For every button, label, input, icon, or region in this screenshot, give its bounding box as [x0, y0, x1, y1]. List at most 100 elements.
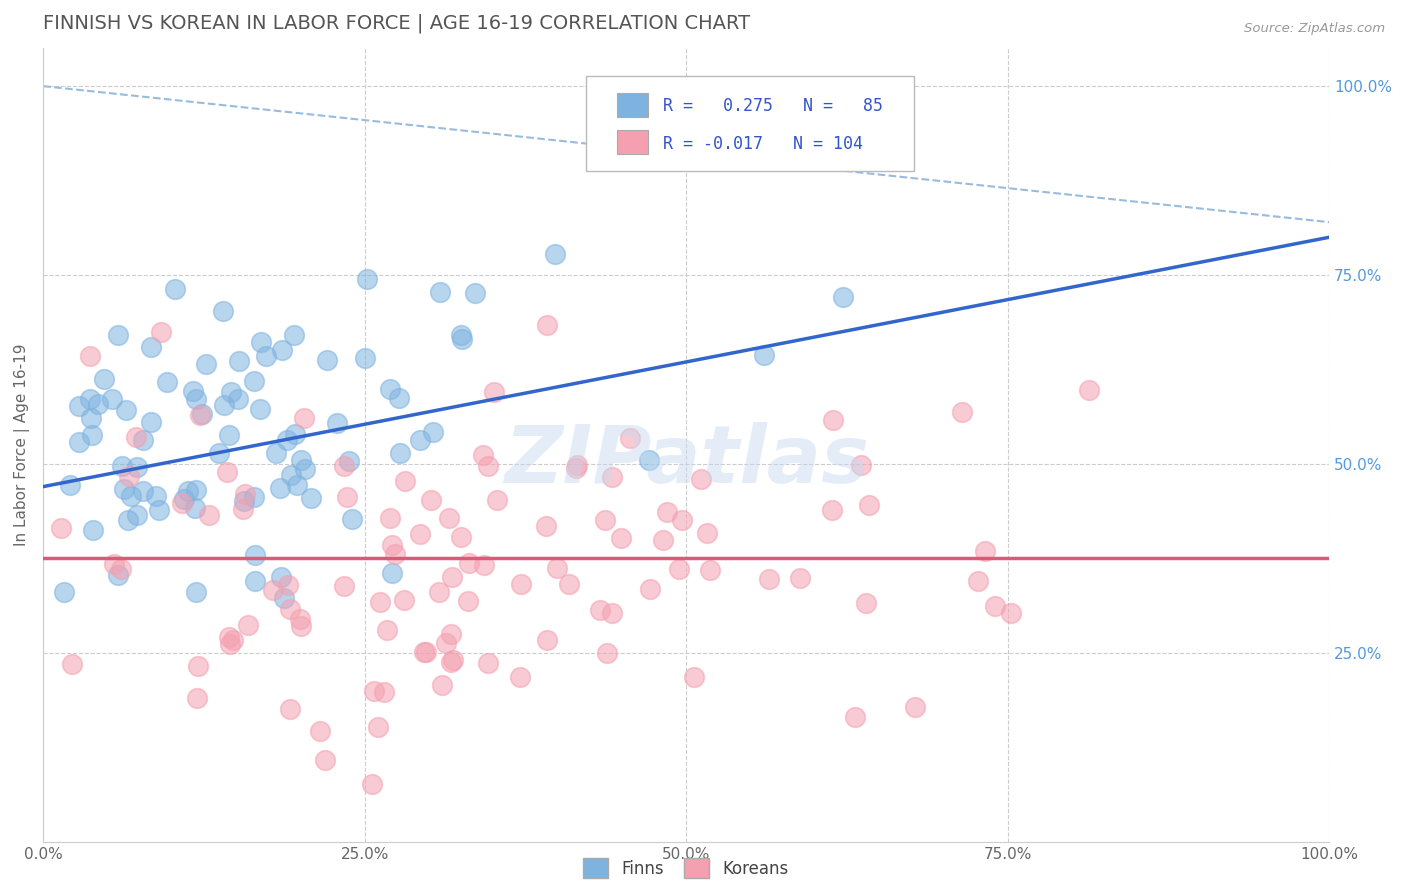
Point — [564, 461, 586, 475]
Point — [544, 246, 567, 260]
Point — [249, 401, 271, 416]
Point — [79, 392, 101, 407]
Point — [855, 596, 877, 610]
Point — [269, 481, 291, 495]
Point — [389, 445, 412, 459]
Point — [290, 619, 312, 633]
Point — [657, 505, 679, 519]
Point — [482, 384, 505, 399]
Point — [457, 594, 479, 608]
Point — [409, 434, 432, 448]
Point — [117, 513, 139, 527]
Point — [565, 458, 588, 472]
Point — [430, 678, 453, 692]
Point — [413, 645, 436, 659]
Point — [277, 578, 299, 592]
Point — [333, 459, 356, 474]
Point — [851, 458, 873, 473]
Point — [243, 490, 266, 504]
Point — [457, 556, 479, 570]
Point — [437, 511, 460, 525]
Point — [283, 328, 305, 343]
Point — [218, 630, 240, 644]
Point — [325, 416, 347, 430]
Point — [103, 557, 125, 571]
Point — [132, 433, 155, 447]
Point — [290, 452, 312, 467]
Point — [184, 585, 207, 599]
Point — [125, 430, 148, 444]
Point — [758, 572, 780, 586]
Point — [184, 483, 207, 498]
Point — [188, 408, 211, 422]
Point — [52, 585, 75, 599]
Point — [314, 753, 336, 767]
Point — [696, 525, 718, 540]
Point — [250, 334, 273, 349]
Point — [420, 493, 443, 508]
FancyBboxPatch shape — [586, 76, 914, 171]
Point — [288, 613, 311, 627]
Point — [170, 496, 193, 510]
Point — [415, 645, 437, 659]
Text: R = -0.017   N = 104: R = -0.017 N = 104 — [664, 135, 863, 153]
Point — [80, 428, 103, 442]
Point — [107, 327, 129, 342]
Point — [600, 606, 623, 620]
Point — [593, 513, 616, 527]
Point — [394, 593, 416, 607]
Point — [177, 484, 200, 499]
Point — [145, 489, 167, 503]
Point — [904, 700, 927, 714]
Point — [173, 491, 195, 506]
Point — [208, 446, 231, 460]
Point — [367, 720, 389, 734]
Point — [294, 461, 316, 475]
Point — [546, 561, 568, 575]
Point — [789, 571, 811, 585]
Point — [1000, 607, 1022, 621]
Point — [638, 582, 661, 596]
Point — [486, 493, 509, 508]
Point — [336, 490, 359, 504]
Point — [139, 415, 162, 429]
FancyBboxPatch shape — [617, 93, 648, 117]
Point — [1077, 384, 1099, 398]
Point — [233, 487, 256, 501]
Point — [183, 384, 205, 398]
Point — [388, 391, 411, 405]
Point — [451, 332, 474, 346]
Point — [245, 548, 267, 562]
Point — [222, 632, 245, 647]
Text: FINNISH VS KOREAN IN LABOR FORCE | AGE 16-19 CORRELATION CHART: FINNISH VS KOREAN IN LABOR FORCE | AGE 1… — [44, 14, 751, 33]
Point — [245, 574, 267, 588]
Point — [82, 523, 104, 537]
Point — [477, 459, 499, 474]
Point — [308, 724, 330, 739]
Point — [243, 374, 266, 388]
Point — [600, 469, 623, 483]
Point — [276, 433, 298, 447]
Point — [156, 375, 179, 389]
Point — [125, 508, 148, 523]
Point — [651, 533, 673, 547]
Point — [427, 585, 450, 599]
Point — [353, 351, 375, 366]
Y-axis label: In Labor Force | Age 16-19: In Labor Force | Age 16-19 — [14, 343, 30, 546]
Point — [67, 435, 90, 450]
Point — [280, 467, 302, 482]
Point — [973, 543, 995, 558]
Point — [434, 635, 457, 649]
Point — [381, 538, 404, 552]
Point — [409, 527, 432, 541]
Point — [86, 397, 108, 411]
Point — [212, 398, 235, 412]
Point — [342, 512, 364, 526]
Point — [190, 407, 212, 421]
Point — [832, 290, 855, 304]
Point — [333, 578, 356, 592]
Point — [226, 392, 249, 406]
Point — [292, 410, 315, 425]
Point — [120, 489, 142, 503]
Point — [699, 563, 721, 577]
